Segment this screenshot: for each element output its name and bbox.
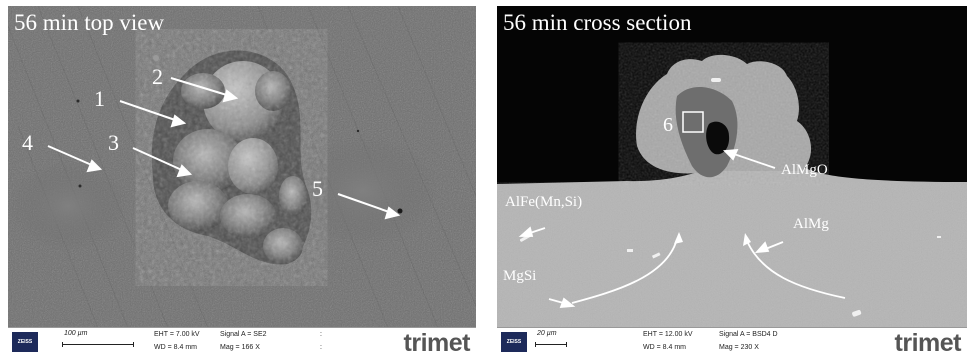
mag-value: Mag = 230 X (719, 344, 759, 351)
scale-bar (62, 342, 134, 347)
cross-section-micrograph (497, 6, 967, 328)
info-separator: : (320, 344, 322, 351)
cross-section-title: 56 min cross section (503, 10, 692, 35)
eht-value: EHT = 12.00 kV (643, 331, 693, 338)
trimet-logo: trimet (403, 329, 471, 357)
label-alfe-mn-si: AlFe(Mn,Si) (505, 194, 583, 210)
label-5: 5 (312, 176, 323, 201)
zeiss-logo: ZEISS (501, 332, 527, 352)
scale-bar-label: 20 µm (537, 330, 557, 337)
label-mgsi: MgSi (503, 268, 537, 284)
label-2: 2 (152, 64, 163, 89)
signal-value: Signal A = BSD4 D (719, 331, 778, 338)
label-almg: AlMg (793, 216, 829, 232)
label-4: 4 (22, 130, 33, 155)
cross-section-panel: 56 min cross section 6 AlMgO AlFe(Mn,Si)… (497, 6, 967, 358)
wd-value: WD = 8.4 mm (643, 344, 686, 351)
label-almgo: AlMgO (781, 162, 828, 178)
top-view-panel: 56 min top view 1 2 3 4 5 ZEISS 100 µm E… (8, 6, 476, 358)
label-1: 1 (94, 86, 105, 111)
label-3: 3 (108, 130, 119, 155)
sem-info-bar: ZEISS 20 µm EHT = 12.00 kV WD = 8.4 mm S… (497, 327, 967, 358)
info-separator: : (320, 331, 322, 338)
scale-bar-label: 100 µm (64, 330, 88, 337)
scale-bar (535, 342, 567, 347)
top-view-micrograph (8, 6, 476, 328)
eht-value: EHT = 7.00 kV (154, 331, 200, 338)
wd-value: WD = 8.4 mm (154, 344, 197, 351)
signal-value: Signal A = SE2 (220, 331, 267, 338)
mag-value: Mag = 166 X (220, 344, 260, 351)
zeiss-logo: ZEISS (12, 332, 38, 352)
top-view-title: 56 min top view (14, 10, 165, 35)
label-6: 6 (663, 114, 673, 136)
sem-info-bar: ZEISS 100 µm EHT = 7.00 kV WD = 8.4 mm S… (8, 327, 476, 358)
trimet-logo: trimet (894, 329, 962, 357)
